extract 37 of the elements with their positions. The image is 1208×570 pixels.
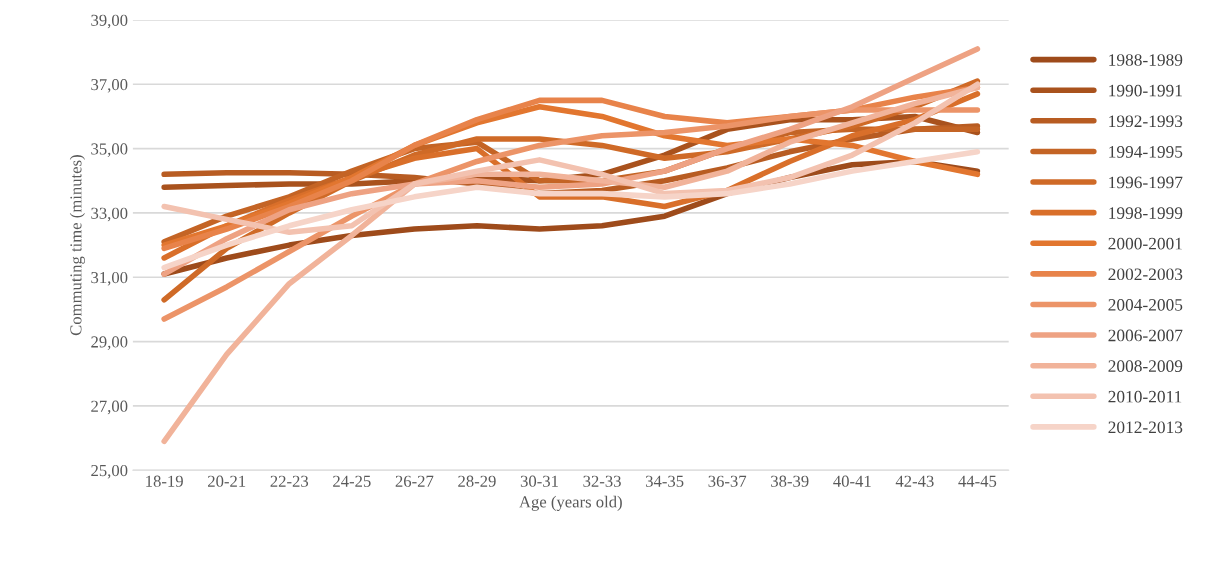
y-tick-label: 37,00 [91, 78, 128, 93]
y-tick-label: 29,00 [91, 336, 128, 350]
legend-label: 2004-2005 [1108, 299, 1183, 311]
legend-label: 2012-2013 [1108, 421, 1183, 434]
x-tick-label: 24-25 [333, 475, 371, 487]
legend-label: 2006-2007 [1108, 329, 1183, 342]
y-tick-label: 35,00 [91, 143, 128, 157]
x-tick-label: 28-29 [458, 475, 496, 487]
legend-label: 1990-1991 [1109, 84, 1182, 97]
x-tick-label: 20-21 [208, 475, 246, 487]
x-tick-label: 32-33 [583, 475, 621, 487]
legend-label: 1996-1997 [1109, 176, 1183, 189]
x-tick-label: 36-37 [708, 475, 747, 487]
legend-label: 2008-2009 [1108, 360, 1183, 372]
y-tick-label: 27,00 [91, 400, 128, 415]
x-tick-label: 30-31 [520, 475, 558, 487]
y-axis-title: Commuting time (minutes) [69, 155, 85, 336]
y-tick-label: 39,00 [91, 14, 128, 29]
legend-label: 1988-1989 [1109, 54, 1183, 66]
x-tick-label: 40-41 [833, 475, 871, 487]
legend-label: 2002-2003 [1108, 268, 1183, 281]
x-tick-label: 22-23 [270, 475, 309, 487]
y-tick-label: 31,00 [91, 271, 128, 286]
legend-label: 1994-1995 [1109, 146, 1183, 158]
legend-label: 1998-1999 [1109, 207, 1183, 219]
x-axis-title: Age (years old) [519, 495, 622, 511]
legend-label: 2010-2011 [1108, 390, 1182, 403]
x-tick-label: 26-27 [395, 475, 434, 487]
x-tick-label: 34-35 [645, 475, 684, 487]
y-tick-label: 33,00 [91, 207, 128, 222]
x-tick-label: 38-39 [771, 475, 809, 487]
x-tick-label: 44-45 [958, 475, 997, 487]
x-tick-label: 42-43 [895, 475, 934, 487]
y-tick-label: 25,00 [91, 464, 128, 479]
legend-label: 2000-2001 [1108, 237, 1182, 250]
legend-label: 1992-1993 [1109, 115, 1183, 128]
x-tick-label: 18-19 [146, 475, 183, 487]
